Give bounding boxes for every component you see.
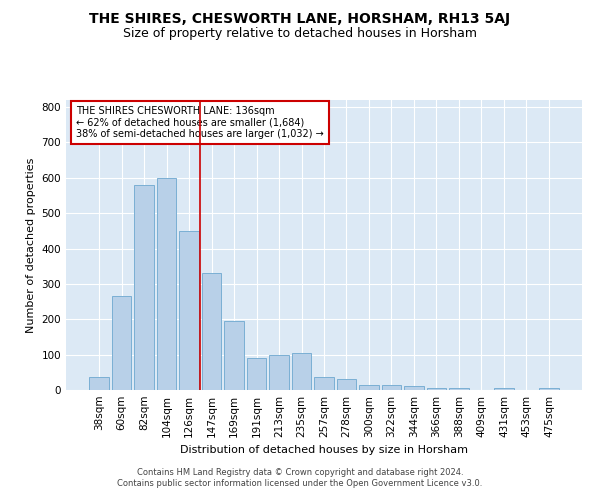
Bar [269,354,289,390]
Text: THE SHIRES CHESWORTH LANE: 136sqm
← 62% of detached houses are smaller (1,684)
3: THE SHIRES CHESWORTH LANE: 136sqm ← 62% … [76,106,324,139]
Bar [224,321,244,390]
Bar [314,376,334,390]
Bar [337,378,356,390]
Bar [89,376,109,390]
Text: THE SHIRES, CHESWORTH LANE, HORSHAM, RH13 5AJ: THE SHIRES, CHESWORTH LANE, HORSHAM, RH1… [89,12,511,26]
Bar [359,384,379,390]
Bar [382,384,401,390]
Bar [157,178,176,390]
Bar [179,231,199,390]
Bar [404,386,424,390]
Bar [427,388,446,390]
Bar [449,388,469,390]
Bar [292,353,311,390]
Bar [202,274,221,390]
Bar [112,296,131,390]
Bar [134,185,154,390]
X-axis label: Distribution of detached houses by size in Horsham: Distribution of detached houses by size … [180,446,468,456]
Y-axis label: Number of detached properties: Number of detached properties [26,158,36,332]
Bar [539,388,559,390]
Text: Size of property relative to detached houses in Horsham: Size of property relative to detached ho… [123,28,477,40]
Bar [494,388,514,390]
Bar [247,358,266,390]
Text: Contains HM Land Registry data © Crown copyright and database right 2024.
Contai: Contains HM Land Registry data © Crown c… [118,468,482,487]
